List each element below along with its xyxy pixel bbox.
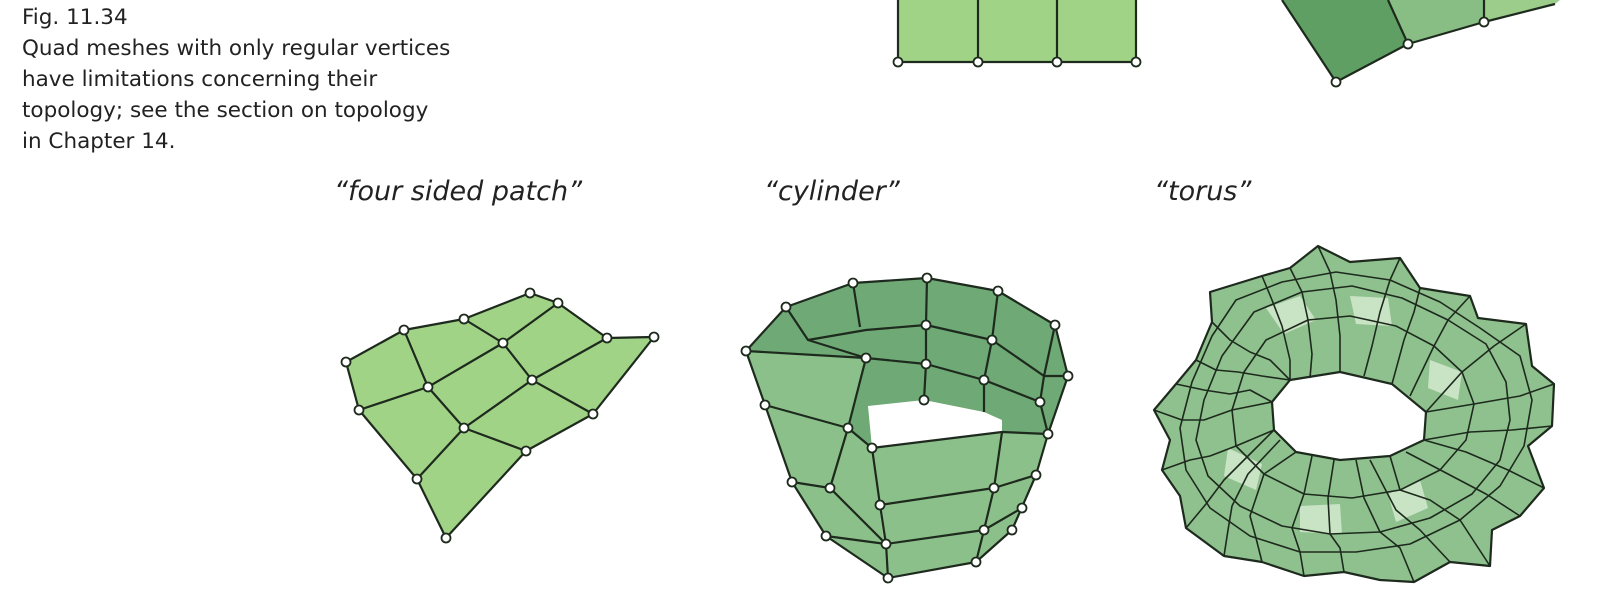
patch-vertices: [340, 287, 660, 544]
caption-line: topology; see the section on topology: [22, 98, 429, 123]
caption-line: Quad meshes with only regular vertices: [22, 36, 451, 61]
top-curved-vertices: [1330, 16, 1490, 88]
cylinder-mesh: [740, 272, 1074, 584]
label-torus: “torus”: [1154, 176, 1252, 207]
torus-mesh: [1152, 244, 1556, 584]
caption-line: have limitations concerning their: [22, 67, 378, 92]
four-sided-patch-mesh: [340, 287, 660, 544]
top-curved-mesh: [1281, 0, 1560, 88]
torus-spokes: [1153, 245, 1555, 583]
label-cylinder: “cylinder”: [764, 176, 900, 207]
figure-caption: Fig. 11.34 Quad meshes with only regular…: [22, 2, 502, 157]
top-regular-grid: [892, 0, 1142, 68]
label-four-sided-patch: “four sided patch”: [334, 176, 583, 207]
cylinder-vertices: [740, 272, 1074, 584]
top-grid-vertices: [892, 56, 1142, 68]
figure-number: Fig. 11.34: [22, 5, 128, 30]
caption-line: in Chapter 14.: [22, 129, 176, 154]
